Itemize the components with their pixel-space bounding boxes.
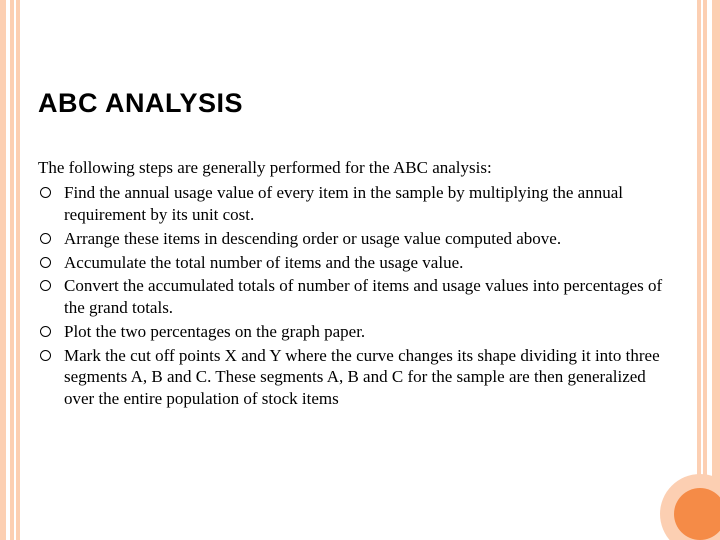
stripe: [16, 0, 20, 540]
list-item: Mark the cut off points X and Y where th…: [38, 345, 678, 410]
bullet-list: Find the annual usage value of every ite…: [38, 182, 678, 410]
stripe: [10, 0, 14, 540]
slide-title: ABC ANALYSIS: [38, 88, 678, 119]
intro-text: The following steps are generally perfor…: [38, 157, 678, 178]
list-item: Accumulate the total number of items and…: [38, 252, 678, 274]
stripe: [712, 0, 720, 540]
slide-content: ABC ANALYSIS The following steps are gen…: [38, 88, 678, 412]
list-item: Convert the accumulated totals of number…: [38, 275, 678, 319]
stripe: [0, 0, 6, 540]
stripe: [703, 0, 707, 540]
list-item: Find the annual usage value of every ite…: [38, 182, 678, 226]
list-item: Plot the two percentages on the graph pa…: [38, 321, 678, 343]
corner-circle-inner: [674, 488, 720, 540]
list-item: Arrange these items in descending order …: [38, 228, 678, 250]
stripe: [697, 0, 701, 540]
